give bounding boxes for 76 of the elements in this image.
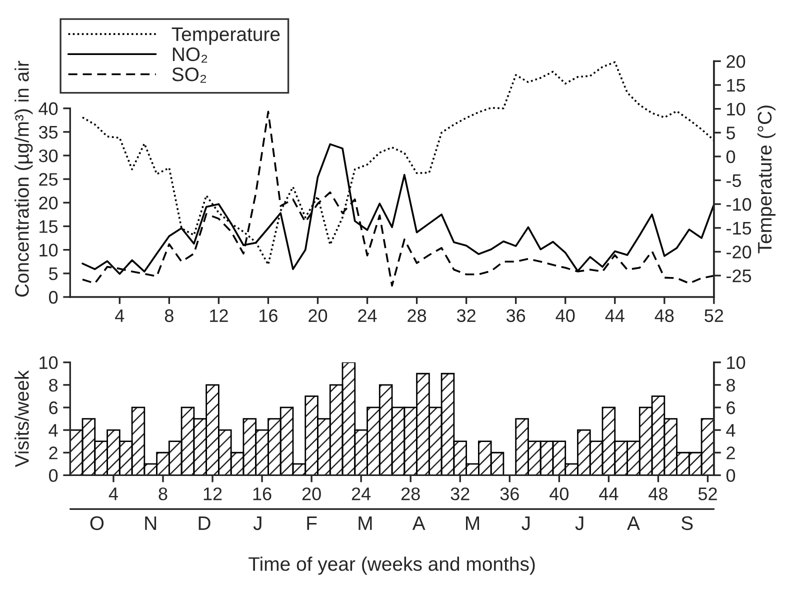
- text: J: [522, 516, 530, 530]
- text: M: [466, 516, 480, 530]
- y2-tick-label: -15: [726, 222, 752, 235]
- text: D: [198, 516, 210, 530]
- y-axis-title: Visits/week: [14, 370, 29, 468]
- x-tick-label: 36: [500, 487, 519, 500]
- x-tick-label: 12: [210, 309, 228, 322]
- x-tick-label: 44: [605, 309, 624, 322]
- y2-tick-label: 5: [726, 126, 736, 140]
- x-tick-label: 24: [358, 309, 377, 322]
- text: J: [575, 516, 584, 530]
- x-tick-label: 28: [408, 309, 426, 322]
- y2-tick-label: 20: [726, 55, 746, 68]
- x-tick-label: 4: [108, 488, 118, 500]
- x-tick-label: 32: [450, 487, 470, 500]
- y-tick-label: 10: [40, 356, 58, 370]
- x-tick-label: 52: [704, 309, 724, 322]
- text: M: [358, 516, 372, 530]
- y2-tick-label: -20: [726, 246, 752, 258]
- y-tick-label: 4: [48, 424, 58, 437]
- y-tick-label: 10: [40, 244, 58, 257]
- y-tick-label: 35: [38, 126, 58, 139]
- y-tick-label: 25: [39, 173, 58, 186]
- legend-label: SO₂: [172, 67, 206, 83]
- text: F: [307, 516, 317, 530]
- y2-tick-label: -5: [726, 174, 742, 187]
- x-tick-label: 12: [204, 487, 222, 500]
- text: A: [627, 516, 640, 530]
- y2-tick-label: 0: [726, 469, 736, 482]
- y-tick-label: 30: [38, 149, 58, 162]
- y-tick-label: 0: [48, 469, 58, 482]
- y2-tick-label: 10: [727, 102, 746, 116]
- y-tick-label: 20: [39, 196, 58, 210]
- y-tick-label: 5: [49, 268, 58, 280]
- text: A: [412, 516, 426, 530]
- text: S: [682, 516, 693, 530]
- y2-tick-label: 2: [726, 446, 735, 460]
- y-tick-label: 6: [49, 401, 58, 414]
- x-tick-label: 48: [648, 487, 668, 500]
- x-tick-label: 8: [158, 487, 168, 500]
- y2-tick-label: -10: [726, 198, 752, 211]
- y-tick-label: 2: [49, 446, 58, 460]
- legend-label: NO₂: [172, 47, 208, 63]
- x-tick-label: 40: [550, 487, 569, 500]
- x-tick-label: 24: [352, 487, 371, 500]
- y-tick-label: 40: [38, 102, 58, 116]
- x-tick-label: 20: [302, 487, 321, 500]
- y-tick-label: 8: [49, 378, 58, 392]
- x-tick-label: 36: [506, 309, 526, 322]
- x-tick-label: 28: [401, 487, 420, 500]
- y2-tick-label: 0: [726, 150, 736, 164]
- y-tick-label: 15: [40, 220, 58, 233]
- y-tick-label: 0: [48, 290, 58, 304]
- x-tick-label: 52: [698, 487, 717, 500]
- x-tick-label: 16: [260, 309, 278, 322]
- y-axis-title: Concentration (µg/m³) in air: [14, 60, 33, 297]
- x-tick-label: 16: [253, 487, 272, 500]
- text: J: [253, 516, 262, 530]
- y2-tick-label: 15: [727, 79, 746, 92]
- y2-tick-label: 10: [727, 356, 746, 370]
- y2-tick-label: -25: [726, 269, 752, 282]
- x-tick-label: 32: [456, 309, 476, 322]
- x-axis-title: Time of year (weeks and months): [248, 556, 535, 575]
- x-tick-label: 4: [115, 309, 124, 322]
- x-tick-label: 48: [654, 309, 674, 322]
- y2-axis-title: Temperature (°C): [757, 106, 776, 254]
- y2-tick-label: 6: [726, 401, 735, 414]
- x-tick-label: 20: [308, 309, 328, 322]
- y2-tick-label: 8: [726, 378, 735, 392]
- x-tick-label: 40: [556, 309, 575, 322]
- x-tick-label: 44: [599, 488, 618, 500]
- text: O: [90, 516, 104, 530]
- text: N: [145, 516, 156, 530]
- x-tick-label: 8: [164, 309, 174, 322]
- legend-label: Temperature: [172, 28, 280, 45]
- y2-tick-label: 4: [726, 424, 736, 437]
